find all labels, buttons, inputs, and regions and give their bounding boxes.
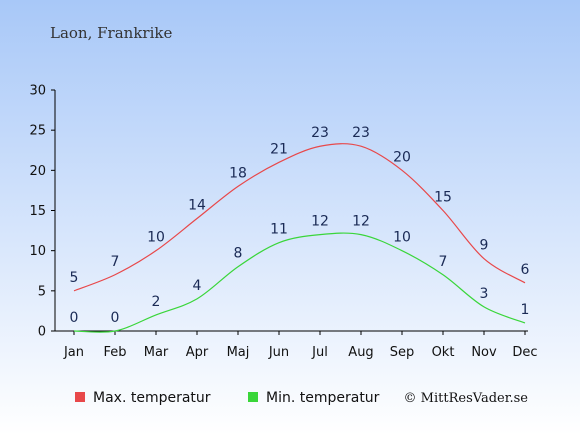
min-series-line xyxy=(73,232,526,333)
max-data-label: 20 xyxy=(393,149,411,165)
series-lines xyxy=(73,143,526,333)
max-data-label: 9 xyxy=(480,238,489,254)
x-tick-label: Okt xyxy=(432,345,455,360)
x-tick-label: Feb xyxy=(103,345,126,360)
y-tick-label: 25 xyxy=(29,124,46,139)
legend-max-label: Max. temperatur xyxy=(93,390,211,406)
x-tick-label: Jun xyxy=(268,345,289,360)
x-tick-label: Dec xyxy=(512,345,537,360)
min-data-label: 4 xyxy=(193,278,202,294)
x-tick-label: Jan xyxy=(63,345,84,360)
x-tick-label: Nov xyxy=(471,345,497,360)
min-data-label: 1 xyxy=(521,302,530,318)
min-data-label: 8 xyxy=(234,246,243,262)
x-tick-label: Apr xyxy=(186,345,209,360)
max-data-label: 15 xyxy=(434,190,452,206)
max-data-label: 6 xyxy=(521,262,530,278)
y-tick-label: 5 xyxy=(38,284,46,299)
min-data-label: 11 xyxy=(270,222,288,238)
x-tick-label: Sep xyxy=(390,345,415,360)
min-data-label: 7 xyxy=(439,254,448,270)
min-data-label: 10 xyxy=(393,230,411,246)
x-tick-label: Jul xyxy=(311,345,328,360)
min-data-label: 0 xyxy=(70,310,79,326)
max-data-label: 10 xyxy=(147,230,165,246)
max-series-line xyxy=(73,143,526,292)
x-tick-label: Aug xyxy=(348,345,373,360)
y-tick-label: 20 xyxy=(29,164,46,179)
max-data-label: 23 xyxy=(311,125,329,141)
legend: Max. temperatur Min. temperatur xyxy=(75,390,380,406)
y-tick-label: 30 xyxy=(29,84,46,99)
chart-title: Laon, Frankrike xyxy=(50,24,172,42)
y-tick-label: 10 xyxy=(29,244,46,259)
y-tick-label: 0 xyxy=(38,325,46,340)
max-data-label: 5 xyxy=(70,270,79,286)
max-data-label: 18 xyxy=(229,165,247,181)
credit-text: © MittResVader.se xyxy=(404,391,529,406)
min-data-label: 12 xyxy=(311,214,329,230)
max-data-label: 23 xyxy=(352,125,370,141)
legend-min-swatch xyxy=(248,392,258,402)
min-data-label: 2 xyxy=(152,294,161,310)
x-tick-label: Maj xyxy=(227,345,250,360)
legend-min-label: Min. temperatur xyxy=(266,390,380,406)
max-data-label: 14 xyxy=(188,198,206,214)
min-data-label: 12 xyxy=(352,214,370,230)
min-data-label: 3 xyxy=(480,286,489,302)
y-tick-label: 15 xyxy=(29,204,46,219)
x-tick-label: Mar xyxy=(144,345,169,360)
min-data-label: 0 xyxy=(111,310,120,326)
max-data-label: 7 xyxy=(111,254,120,270)
data-labels: 5 7 10 14 18 21 23 23 20 15 9 6 0 0 2 4 8 11 12 12 10 7 3 1 xyxy=(70,125,530,326)
max-data-label: 21 xyxy=(270,141,288,157)
legend-max-swatch xyxy=(75,392,85,402)
